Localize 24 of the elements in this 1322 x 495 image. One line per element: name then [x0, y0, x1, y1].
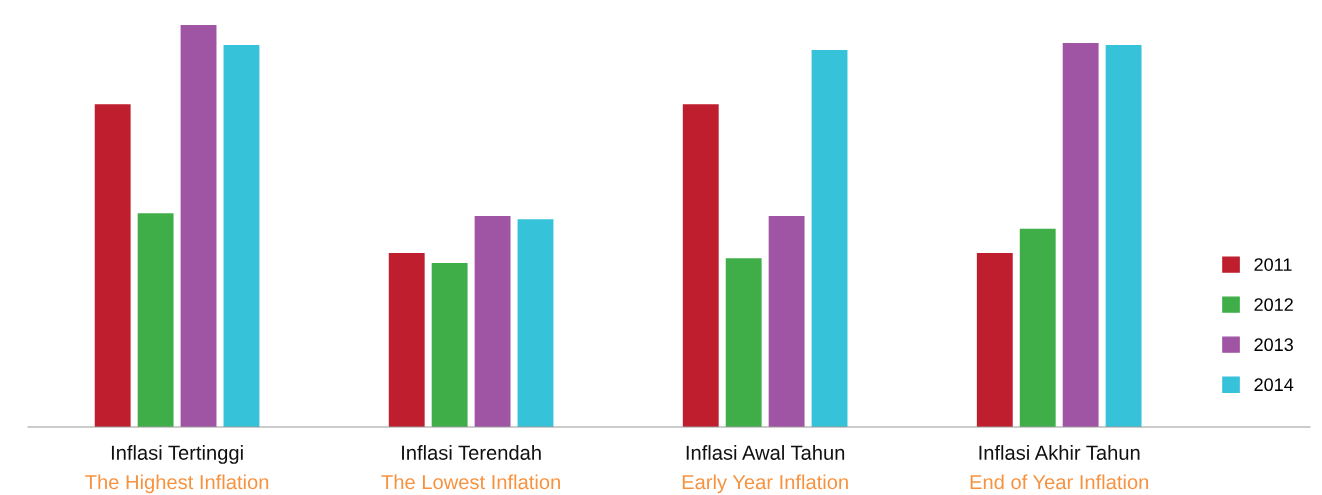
legend-label: 2013: [1254, 338, 1293, 352]
bar: [137, 213, 174, 427]
bar: [768, 215, 805, 427]
bar: [180, 25, 217, 427]
bar: [811, 49, 848, 427]
bar: [94, 104, 131, 427]
x-tick-label: Inflasi Tertinggi The Highest Inflation: [85, 445, 269, 494]
bar: [388, 252, 425, 427]
bar: [223, 45, 260, 427]
bar: [976, 252, 1013, 427]
x-tick-label: Inflasi Terendah The Lowest Inflation: [381, 445, 560, 490]
bar: [474, 215, 511, 427]
bar: [517, 219, 554, 427]
bar: [725, 258, 762, 427]
legend-label: 2014: [1254, 378, 1294, 392]
bar: [431, 262, 468, 427]
bar: [682, 104, 719, 427]
x-tick-label: Inflasi Akhir Tahun End of Year Inflation: [970, 445, 1149, 490]
legend-label: 2011: [1254, 258, 1292, 271]
bar: [1019, 228, 1056, 427]
bar: [1062, 43, 1099, 427]
legend-label: 2012: [1254, 298, 1293, 312]
bar: [1105, 45, 1142, 427]
x-tick-label: Inflasi Awal Tahun Early Year Inflation: [682, 445, 848, 494]
